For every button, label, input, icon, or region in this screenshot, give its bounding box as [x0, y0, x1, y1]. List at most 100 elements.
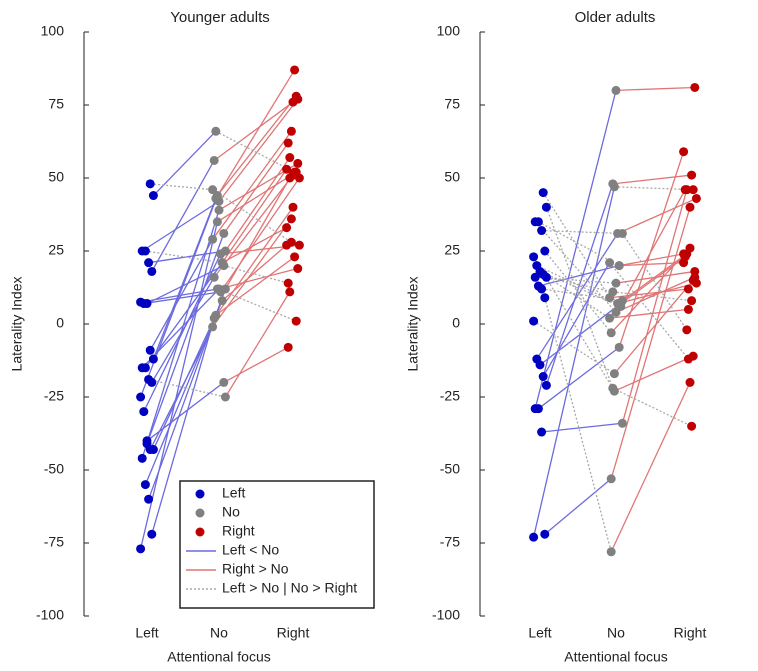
point	[617, 418, 627, 428]
y-tick-label: -50	[440, 461, 460, 477]
point	[137, 363, 147, 373]
point	[608, 383, 618, 393]
point	[147, 529, 157, 539]
connector	[145, 250, 223, 264]
point	[148, 354, 158, 364]
connector	[619, 253, 684, 267]
point	[606, 547, 616, 557]
legend-label: Right	[222, 523, 255, 539]
y-tick-label: 0	[56, 315, 64, 331]
point	[148, 191, 158, 201]
point	[286, 214, 296, 224]
point	[137, 246, 147, 256]
connector	[151, 317, 215, 535]
point	[144, 258, 154, 268]
connector	[615, 276, 696, 313]
y-tick-label: -50	[44, 461, 64, 477]
y-tick-label: 0	[452, 315, 460, 331]
point	[683, 304, 693, 314]
y-tick-label: -75	[44, 534, 64, 550]
point	[683, 284, 693, 294]
point	[529, 252, 539, 262]
connector	[215, 130, 295, 173]
x-tick-label: No	[607, 625, 625, 641]
point	[291, 316, 301, 326]
connector	[141, 200, 220, 252]
legend-label: Right > No	[222, 561, 289, 577]
point	[679, 249, 689, 259]
legend-marker	[195, 508, 205, 518]
connector	[218, 98, 299, 202]
point	[537, 427, 547, 437]
point	[208, 185, 218, 195]
connector	[617, 197, 697, 235]
point	[541, 380, 551, 390]
point	[139, 407, 149, 417]
connector	[615, 86, 695, 92]
x-tick-label: Left	[135, 625, 158, 641]
connector	[148, 250, 226, 264]
point	[538, 188, 548, 198]
point	[293, 94, 303, 104]
point	[611, 307, 621, 317]
connector	[224, 157, 291, 252]
point	[680, 185, 690, 195]
connector	[532, 186, 616, 538]
connector	[541, 422, 623, 433]
point	[530, 217, 540, 227]
point	[679, 258, 689, 268]
point	[136, 297, 146, 307]
point	[142, 436, 152, 446]
point	[217, 258, 227, 268]
point	[212, 284, 222, 294]
legend-box	[179, 480, 375, 609]
y-tick-label: 50	[48, 169, 64, 185]
connector	[538, 264, 620, 287]
legend-label: Left < No	[222, 542, 279, 558]
connector	[223, 346, 289, 383]
connector	[152, 130, 217, 196]
connector	[146, 233, 225, 444]
point	[540, 293, 550, 303]
point	[293, 158, 303, 168]
connector	[544, 478, 612, 535]
point	[286, 237, 296, 247]
y-axis-label: Laterality Index	[9, 277, 25, 372]
connector	[544, 250, 612, 334]
connector	[545, 206, 614, 389]
connector	[536, 265, 618, 305]
point	[691, 193, 701, 203]
legend-label: Left	[222, 485, 245, 501]
point	[537, 226, 547, 236]
point	[613, 299, 623, 309]
y-tick-label: 25	[48, 242, 64, 258]
point	[541, 202, 551, 212]
point	[605, 258, 615, 268]
connector	[150, 183, 213, 191]
y-tick-label: 75	[444, 96, 460, 112]
x-tick-label: Left	[528, 625, 551, 641]
point	[614, 342, 624, 352]
point	[690, 82, 700, 92]
point	[219, 228, 229, 238]
connector	[541, 229, 623, 235]
connector	[609, 308, 689, 319]
point	[530, 404, 540, 414]
connector	[539, 303, 622, 366]
point	[145, 179, 155, 189]
point	[283, 342, 293, 352]
point	[611, 278, 621, 288]
connector	[538, 346, 620, 410]
point	[540, 246, 550, 256]
connector	[148, 378, 226, 398]
point	[293, 264, 303, 274]
connector	[538, 221, 620, 267]
point	[282, 223, 292, 233]
connector	[149, 326, 214, 450]
y-tick-label: 100	[437, 23, 461, 39]
point	[208, 322, 218, 332]
connector	[542, 262, 611, 377]
point	[687, 296, 697, 306]
point	[145, 345, 155, 355]
point	[136, 392, 146, 402]
